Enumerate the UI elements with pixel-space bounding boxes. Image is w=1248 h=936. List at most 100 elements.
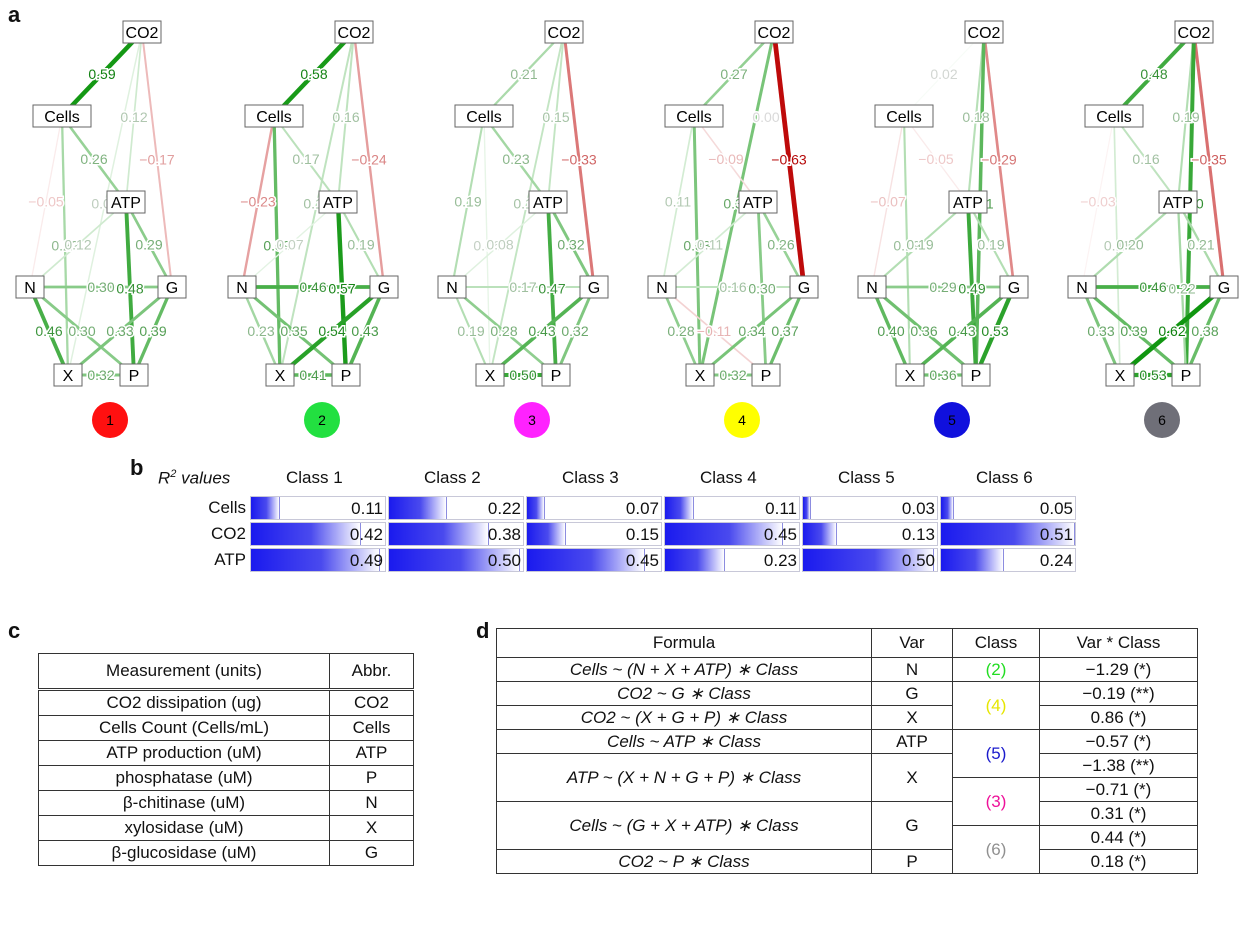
edge-N-P — [29, 285, 135, 377]
edge-label-X-P: 0.53 — [1139, 367, 1166, 383]
header-abbr: Abbr. — [329, 653, 414, 691]
edge-ATP-G — [1176, 201, 1226, 288]
node-box-CO2 — [122, 20, 162, 44]
node-label-N: N — [656, 280, 668, 297]
node-box-Cells — [244, 104, 304, 128]
edge-label-G-X: 0.62 — [1158, 323, 1185, 339]
edge-G-P — [764, 286, 806, 376]
var-cell: G — [871, 801, 953, 850]
effect-cell: −0.19 (**) — [1039, 681, 1198, 706]
edge-label-CO2-ATP: 0.15 — [542, 109, 569, 125]
r2-class-header: Class 1 — [286, 468, 343, 487]
node-label-P: P — [1181, 368, 1192, 385]
r2-bar — [251, 523, 362, 545]
node-label-P: P — [341, 368, 352, 385]
node-box-N — [857, 275, 887, 299]
node-label-ATP: ATP — [1163, 195, 1193, 212]
edge-label-N-P: 0.28 — [490, 323, 517, 339]
edge-Cells-N — [871, 115, 905, 288]
edge-CO2-ATP — [1176, 31, 1196, 203]
r2-row-label: Cells — [208, 498, 246, 517]
edge-N-P — [870, 285, 978, 377]
measurement-cell: xylosidase (uM) — [38, 815, 330, 841]
r2-bar — [665, 523, 784, 545]
class-cell: (6) — [952, 825, 1040, 874]
edge-Cells-X — [902, 115, 912, 376]
edge-label-G-X: 0.34 — [738, 323, 765, 339]
panel-letter-c: c — [8, 618, 21, 643]
r2-bar — [389, 523, 489, 545]
measurement-cell: β-chitinase (uM) — [38, 790, 330, 816]
var-cell: G — [871, 681, 953, 706]
abbr-cell: ATP — [329, 740, 414, 766]
edge-ATP-N — [29, 201, 127, 288]
edge-label-Cells-ATP: 0.23 — [502, 151, 529, 167]
r2-value-label: 0.23 — [763, 551, 797, 570]
r2-value-label: 0.42 — [349, 525, 383, 544]
node-label-ATP: ATP — [111, 195, 141, 212]
node-box-P — [751, 363, 781, 387]
r2-value-label: 0.45 — [625, 551, 659, 570]
node-label-G: G — [1218, 280, 1230, 297]
node-label-X: X — [905, 368, 916, 385]
effect-cell: −0.71 (*) — [1039, 777, 1198, 802]
r2-bar — [665, 497, 694, 519]
edge-label-Cells-X: 0.33 — [683, 238, 710, 254]
class-circle-5 — [934, 402, 970, 438]
node-box-Cells — [32, 104, 92, 128]
edge-ATP-N — [661, 201, 759, 288]
edge-Cells-N — [661, 115, 695, 288]
abbr-cell: X — [329, 815, 414, 841]
edge-Cells-ATP — [1113, 115, 1179, 203]
r2-value-label: 0.45 — [763, 525, 797, 544]
r2-value-label: 0.05 — [1039, 499, 1073, 518]
node-label-G: G — [798, 280, 810, 297]
node-label-G: G — [166, 280, 178, 297]
r2-value-label: 0.11 — [765, 499, 797, 518]
node-box-P — [119, 363, 149, 387]
r2-cell: 0.22 — [388, 496, 524, 520]
edge-ATP-N — [1081, 201, 1179, 288]
r2-bar — [803, 523, 838, 545]
node-box-N — [437, 275, 467, 299]
node-box-N — [15, 275, 45, 299]
r2-cell: 0.15 — [526, 522, 662, 546]
r2-cell: 0.11 — [664, 496, 800, 520]
node-box-ATP — [106, 190, 146, 214]
r2-class-header: Class 6 — [976, 468, 1033, 487]
node-label-ATP: ATP — [953, 195, 983, 212]
edge-label-CO2-G: −0.35 — [1191, 152, 1227, 168]
edge-label-N-G: 0.17 — [509, 279, 536, 295]
formula-cell: Cells ~ ATP ∗ Class — [496, 729, 872, 754]
node-box-CO2 — [544, 20, 584, 44]
edge-label-ATP-N: 0.08 — [486, 237, 513, 253]
node-label-Cells: Cells — [256, 109, 292, 126]
r2-bar — [527, 523, 567, 545]
edge-label-Cells-ATP: −0.09 — [708, 151, 744, 167]
edge-label-CO2-Cells: 0.48 — [1140, 66, 1167, 82]
class-number-4: 4 — [738, 412, 746, 428]
edge-CO2-X — [279, 31, 355, 376]
edge-label-CO2-Cells: 0.58 — [300, 66, 327, 82]
measurement-cell: β-glucosidase (uM) — [38, 840, 330, 866]
edge-label-Cells-X: 0.11 — [1104, 238, 1130, 254]
edge-CO2-ATP — [337, 31, 355, 203]
node-box-X — [895, 363, 925, 387]
edge-label-ATP-P: 0.30 — [748, 281, 775, 297]
edge-G-X — [908, 285, 1016, 377]
edge-label-N-G: 0.29 — [929, 279, 956, 295]
var-cell: X — [871, 705, 953, 730]
network-class-5: 0.020.18−0.290.41−0.05−0.070.190.490.190… — [857, 20, 1029, 438]
edge-label-CO2-Cells: 0.59 — [88, 66, 115, 82]
node-label-Cells: Cells — [466, 109, 502, 126]
node-label-CO2: CO2 — [548, 25, 581, 42]
var-cell: X — [871, 753, 953, 802]
node-box-P — [541, 363, 571, 387]
node-label-X: X — [275, 368, 286, 385]
network-class-2: 0.580.16−0.240.160.17−0.230.390.570.190.… — [227, 20, 399, 438]
edge-Cells-X — [60, 115, 70, 376]
class-cell: (4) — [952, 681, 1040, 730]
r2-value-label: 0.22 — [487, 499, 521, 518]
edge-label-ATP-P: 0.49 — [958, 281, 985, 297]
edge-CO2-ATP — [547, 31, 565, 203]
